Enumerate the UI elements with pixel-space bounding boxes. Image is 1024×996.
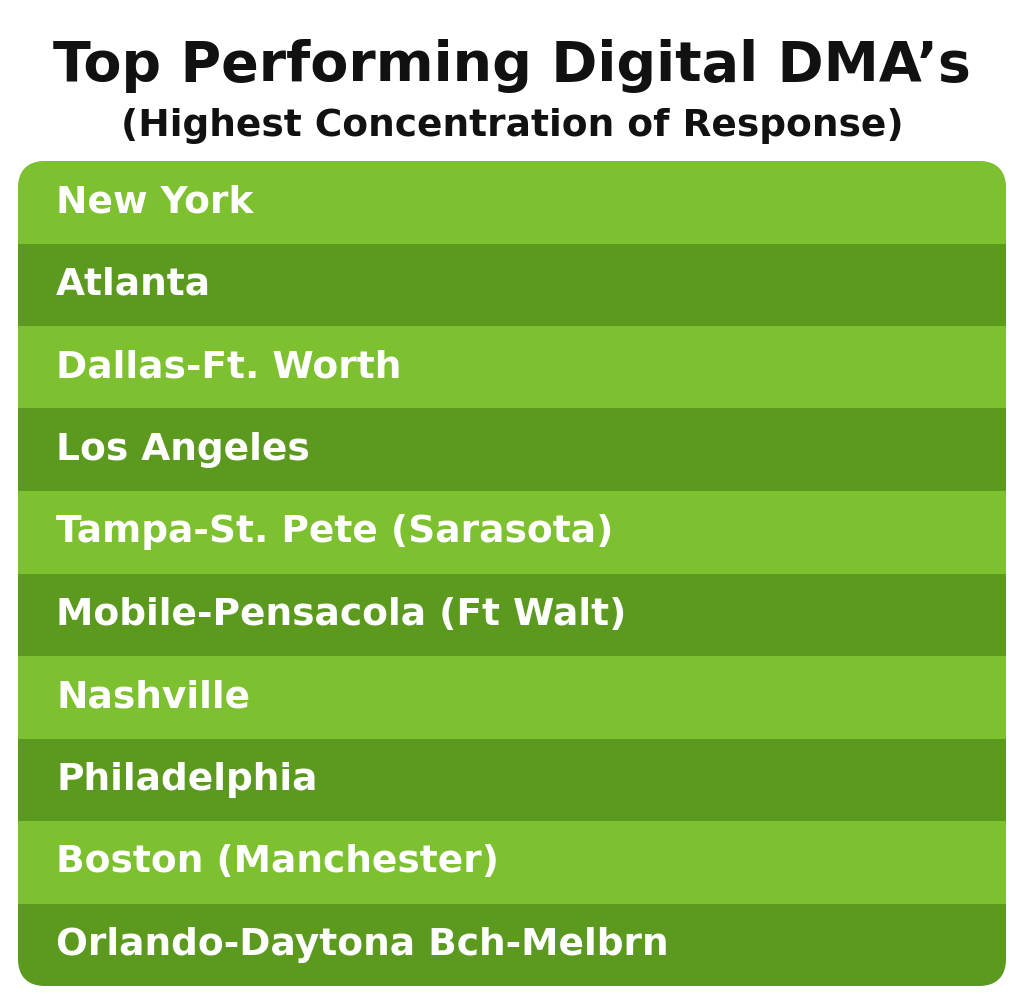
Bar [18,161,1006,243]
Text: Mobile-Pensacola (Ft Walt): Mobile-Pensacola (Ft Walt) [56,597,627,632]
Text: Boston (Manchester): Boston (Manchester) [56,845,499,880]
Bar [18,656,1006,738]
Text: (Highest Concentration of Response): (Highest Concentration of Response) [121,108,903,144]
Text: Dallas-Ft. Worth: Dallas-Ft. Worth [56,350,401,385]
Text: Tampa-St. Pete (Sarasota): Tampa-St. Pete (Sarasota) [56,514,613,550]
Bar [18,243,1006,326]
Text: Orlando-Daytona Bch-Melbrn: Orlando-Daytona Bch-Melbrn [56,926,669,963]
Text: Nashville: Nashville [56,679,250,715]
Bar [18,574,1006,656]
Bar [18,491,1006,574]
Text: New York: New York [56,184,253,220]
Text: Philadelphia: Philadelphia [56,762,317,798]
Bar [18,326,1006,408]
Bar [18,408,1006,491]
Bar [18,903,1006,986]
Text: Top Performing Digital DMA’s: Top Performing Digital DMA’s [53,39,971,93]
FancyBboxPatch shape [18,161,1006,986]
Text: Atlanta: Atlanta [56,267,211,303]
Bar [18,738,1006,821]
Bar [18,821,1006,903]
Text: Los Angeles: Los Angeles [56,431,309,468]
